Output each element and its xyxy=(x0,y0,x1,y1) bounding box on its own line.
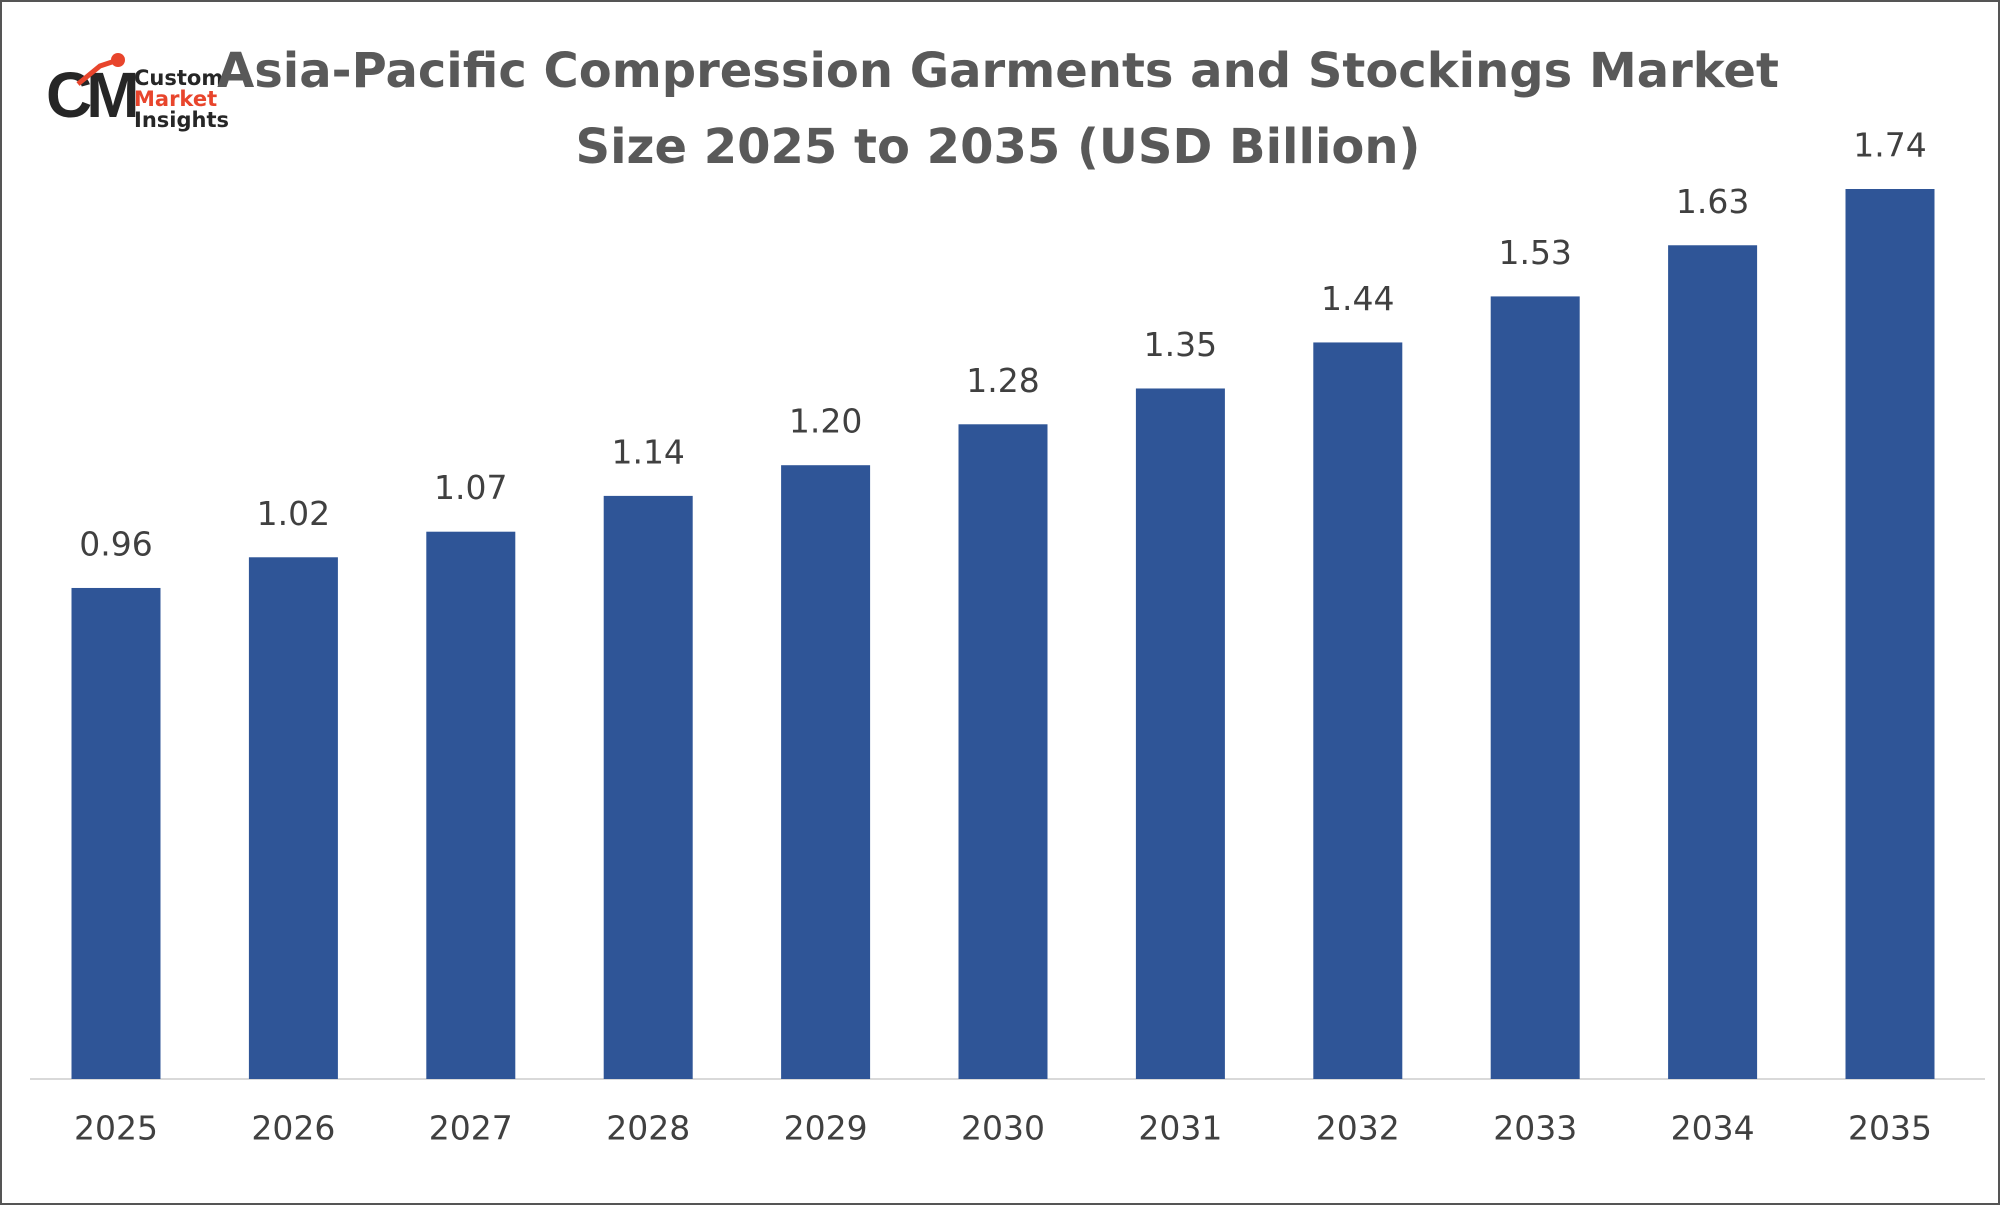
data-label: 1.20 xyxy=(789,402,862,441)
data-label: 0.96 xyxy=(79,524,152,563)
logo-text: Custom xyxy=(134,66,223,90)
data-label: 1.02 xyxy=(257,494,330,533)
chart-title: Asia-Pacific Compression Garments and St… xyxy=(217,43,1779,99)
x-tick-label: 2033 xyxy=(1493,1109,1577,1148)
bar xyxy=(781,465,871,1079)
logo-text: Insights xyxy=(134,108,229,132)
bar xyxy=(248,557,338,1079)
data-label: 1.07 xyxy=(434,468,507,507)
data-label: 1.53 xyxy=(1498,233,1571,272)
logo-dot xyxy=(111,53,125,67)
x-tick-label: 2032 xyxy=(1316,1109,1400,1148)
bar xyxy=(958,424,1048,1079)
data-label: 1.63 xyxy=(1676,182,1749,221)
bar xyxy=(1135,388,1225,1079)
x-tick-label: 2035 xyxy=(1848,1109,1932,1148)
bar xyxy=(1668,245,1758,1079)
x-tick-label: 2027 xyxy=(429,1109,513,1148)
bar xyxy=(426,531,516,1079)
x-tick-label: 2025 xyxy=(74,1109,158,1148)
x-tick-label: 2031 xyxy=(1138,1109,1222,1148)
logo-arrow xyxy=(76,59,113,86)
x-tick-label: 2029 xyxy=(784,1109,868,1148)
data-label: 1.74 xyxy=(1853,126,1926,165)
bar xyxy=(603,495,693,1079)
x-tick-label: 2030 xyxy=(961,1109,1045,1148)
chart-title: Size 2025 to 2035 (USD Billion) xyxy=(576,119,1421,175)
logo: CM Custom Market Insights xyxy=(46,53,229,132)
data-label: 1.14 xyxy=(611,432,684,471)
bar xyxy=(1313,342,1403,1080)
data-label: 1.44 xyxy=(1321,279,1394,318)
bar xyxy=(1845,189,1935,1079)
x-tick-label: 2034 xyxy=(1671,1109,1755,1148)
data-label: 1.28 xyxy=(966,361,1039,400)
logo-mark: CM xyxy=(46,59,136,131)
bar xyxy=(71,587,161,1079)
bar xyxy=(1490,296,1580,1079)
data-label: 1.35 xyxy=(1144,325,1217,364)
logo-text: Market xyxy=(134,87,217,111)
x-tick-label: 2026 xyxy=(251,1109,335,1148)
x-tick-label: 2028 xyxy=(606,1109,690,1148)
